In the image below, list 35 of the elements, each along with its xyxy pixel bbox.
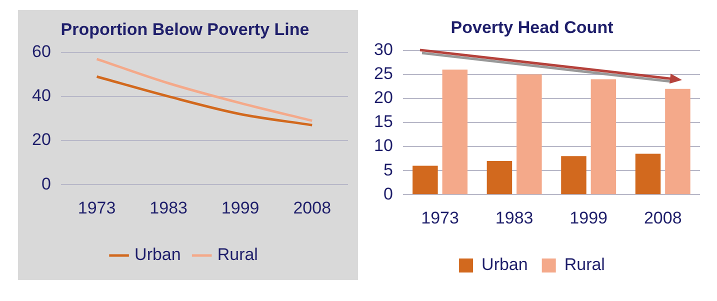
chart-title: Poverty Head Count [450,18,614,37]
legend-label: Urban [482,255,528,274]
line-series [96,58,314,122]
bar [635,154,661,194]
y-tick-label: 0 [383,184,393,204]
y-tick-label: 30 [374,40,393,60]
y-tick-label: 0 [41,174,51,194]
y-tick-label: 10 [374,136,393,156]
line-series [96,75,314,126]
x-tick-label: 1973 [78,198,116,218]
bar [665,88,690,194]
x-tick-label: 2008 [644,208,682,228]
x-tick-label: 1983 [495,208,534,228]
legend-label: Rural [217,245,258,264]
legend-label: Rural [564,255,605,274]
y-tick-label: 60 [32,42,51,62]
y-tick-label: 5 [383,160,393,180]
bar [516,74,542,194]
x-tick-label: 1983 [150,198,188,218]
y-tick-label: 15 [374,112,393,132]
bar [412,166,438,194]
y-tick-label: 20 [374,88,393,108]
x-tick-label: 1999 [570,208,608,228]
bar [486,160,512,194]
legend-label: Urban [134,245,181,264]
bar [561,156,586,194]
x-tick-label: 2008 [293,198,332,218]
y-tick-label: 25 [374,64,393,84]
bar [442,70,468,194]
bar [590,79,616,194]
x-tick-label: 1999 [221,198,260,218]
y-tick-label: 40 [32,86,51,106]
y-tick-label: 20 [32,130,51,150]
chart-title: Proportion Below Poverty Line [60,20,310,39]
x-tick-label: 1973 [421,208,459,228]
